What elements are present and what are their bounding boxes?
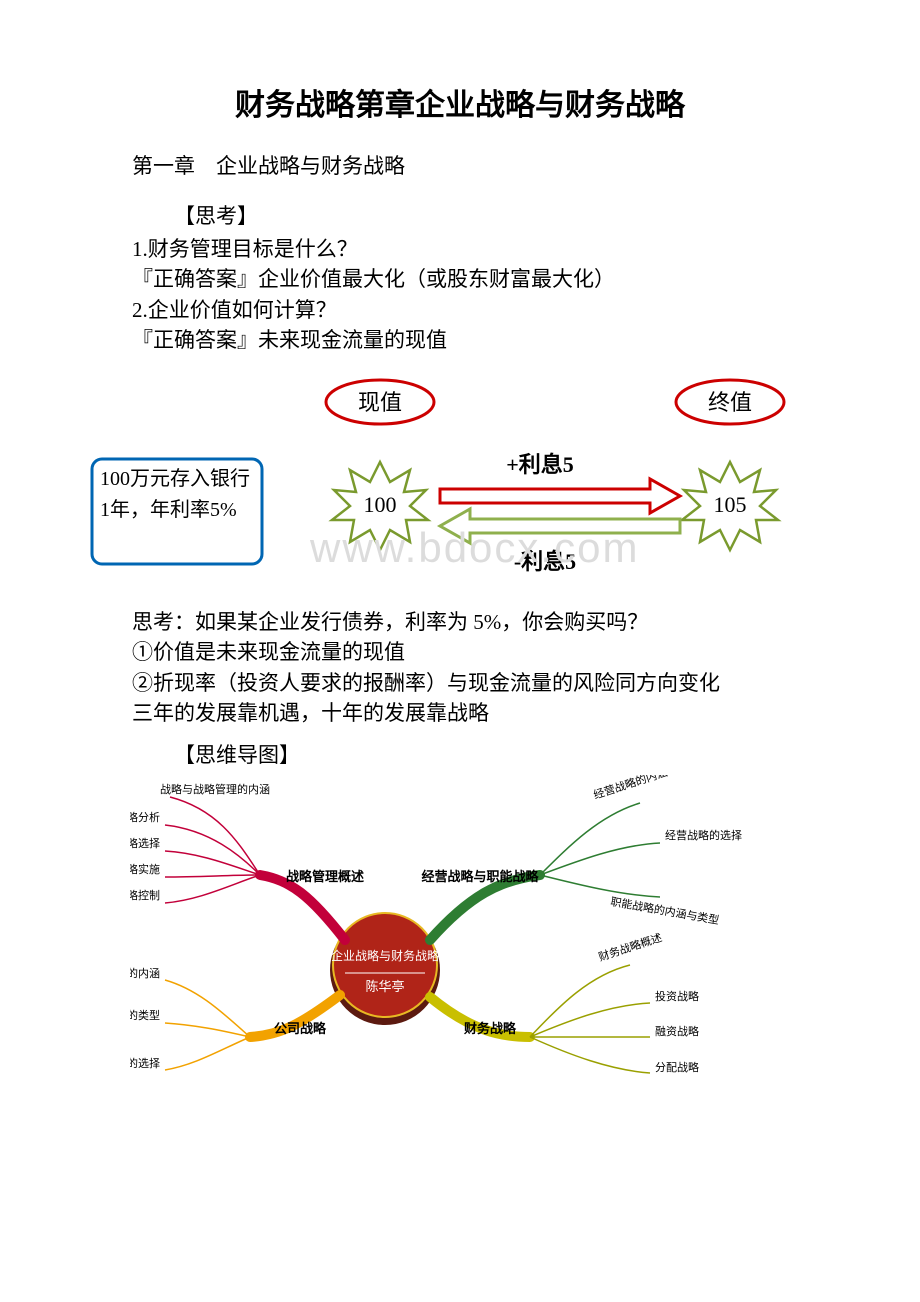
branch2-leaf-1: 公司战略的类型	[130, 1008, 160, 1022]
mindmap-label: 【思维导图】	[90, 739, 830, 769]
pv-value: 100	[364, 492, 397, 517]
minus-interest-label: -利息5	[514, 549, 576, 574]
answer-1: 『正确答案』企业价值最大化（或股东财富最大化）	[90, 264, 830, 294]
branch3-leaf-2: 职能战略的内涵与类型	[609, 894, 720, 927]
center-text-1: 企业战略与财务战略	[331, 948, 439, 963]
mindmap-svg: 企业战略与财务战略 陈华亭 战略管理概述 战略与战略管理的内涵 战略分析 战略选…	[130, 775, 790, 1095]
branch4-leaf-2: 融资战略	[655, 1024, 699, 1038]
page-title: 财务战略第章企业战略与财务战略	[90, 80, 830, 124]
deposit-box-text: 100万元存入银行1年，年利率5%	[100, 464, 256, 526]
branch1-leaf-2: 战略选择	[130, 836, 160, 850]
branch4-leaf-3: 分配战略	[655, 1060, 699, 1074]
answer-2: 『正确答案』未来现金流量的现值	[90, 325, 830, 355]
after-line-2: ①价值是未来现金流量的现值	[90, 637, 830, 667]
after-line-1: 思考：如果某企业发行债券，利率为 5%，你会购买吗？	[90, 607, 830, 637]
branch2-leaf-2: 公司战略的选择	[130, 1056, 160, 1070]
branch4-leaf-0: 财务战略概述	[597, 930, 664, 964]
plus-interest-label: +利息5	[506, 452, 574, 477]
branch1-leaf-0: 战略与战略管理的内涵	[160, 782, 270, 796]
branch3-leaf-0: 经营战略的内涵与类型	[592, 775, 701, 802]
after-line-4: 三年的发展靠机遇，十年的发展靠战略	[90, 698, 830, 728]
branch2-leaf-0: 公司战略的内涵	[130, 966, 160, 980]
center-text-2: 陈华亭	[365, 979, 404, 994]
pv-fv-svg: 现值 终值 100万元存入银行1年，年利率5% 100 105 +利息5 -利息…	[90, 374, 830, 584]
pv-fv-diagram: www.bdocx.com 现值 终值 100万元存入银行1年，年利率5% 10…	[90, 374, 830, 589]
branch3-leaf-1: 经营战略的选择	[665, 828, 742, 842]
after-line-3: ②折现率（投资人要求的报酬率）与现金流量的风险同方向变化	[90, 668, 830, 698]
branch1-leaf-1: 战略分析	[130, 810, 160, 824]
pv-label: 现值	[358, 390, 402, 415]
branch4-label: 财务战略	[464, 1021, 517, 1036]
branch2-label: 公司战略	[274, 1021, 327, 1036]
branch4-leaf-1: 投资战略	[655, 989, 699, 1003]
fv-value: 105	[714, 492, 747, 517]
fv-label: 终值	[708, 390, 752, 415]
branch1-label: 战略管理概述	[286, 869, 364, 884]
branch1-leaf-3: 战略实施	[130, 862, 160, 876]
branch1-leaf-4: 战略控制	[130, 888, 160, 902]
chapter-heading: 第一章 企业战略与财务战略	[90, 150, 830, 180]
question-2: 2.企业价值如何计算？	[90, 295, 830, 325]
question-1: 1.财务管理目标是什么？	[90, 234, 830, 264]
mindmap-diagram: 企业战略与财务战略 陈华亭 战略管理概述 战略与战略管理的内涵 战略分析 战略选…	[130, 775, 830, 1100]
branch3-label: 经营战略与职能战略	[421, 869, 539, 884]
think-label: 【思考】	[90, 200, 830, 230]
